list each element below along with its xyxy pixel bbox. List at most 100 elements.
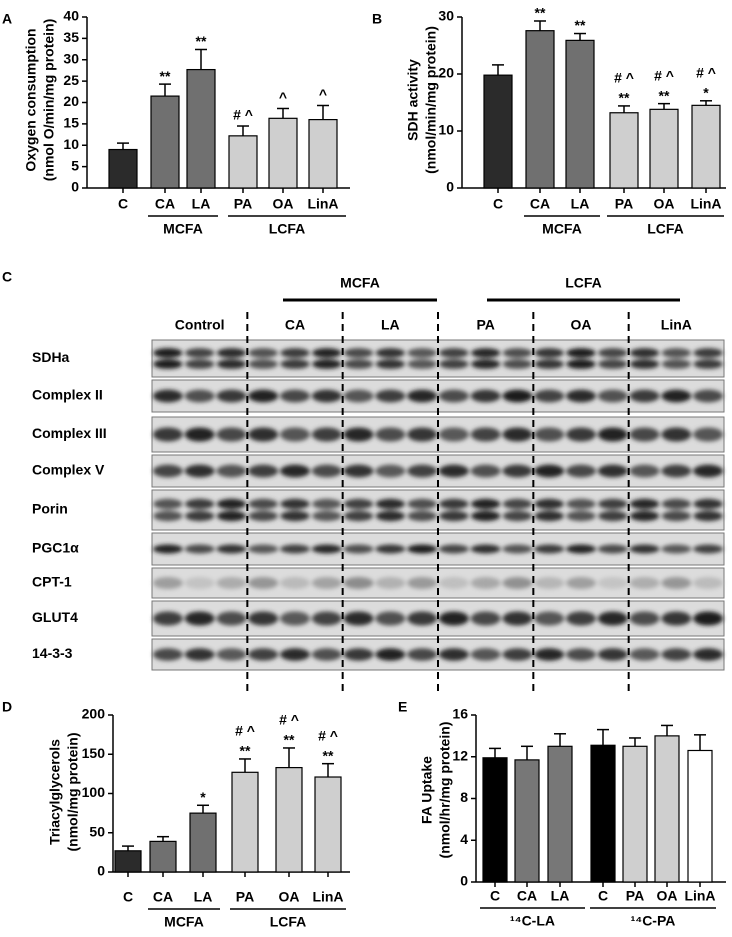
- blot-band: [534, 611, 565, 626]
- x-tick-label: LA: [551, 888, 570, 904]
- blot-band: [248, 359, 278, 369]
- x-tick-label: CA: [153, 889, 173, 905]
- blot-band: [280, 464, 310, 478]
- blot-band: [693, 359, 723, 369]
- bar: [649, 108, 679, 189]
- blot-bands: [153, 498, 723, 522]
- bar: [590, 744, 616, 883]
- blot-band: [471, 359, 501, 369]
- blot-band: [248, 427, 279, 442]
- blot-band: [566, 577, 596, 589]
- blot-band: [438, 577, 469, 589]
- blot-band: [470, 389, 501, 403]
- significance-label: **: [240, 743, 251, 759]
- blot-band: [216, 427, 247, 442]
- y-tick-label: 100: [82, 784, 106, 800]
- x-tick-label: C: [123, 889, 133, 905]
- significance-label: **: [160, 68, 171, 84]
- bar: [565, 39, 595, 189]
- blot-band: [629, 648, 660, 661]
- x-tick-label: C: [490, 888, 500, 904]
- blot-band: [407, 348, 437, 358]
- blot-band: [597, 427, 628, 442]
- significance-label: # ^: [235, 723, 255, 739]
- blot-band: [185, 498, 215, 510]
- blot-band: [534, 577, 565, 589]
- blot-strip: [151, 339, 725, 378]
- y-tick-label: 16: [452, 706, 468, 722]
- x-tick-label: C: [493, 196, 503, 212]
- y-axis-label: Triacylglycerols: [47, 739, 63, 845]
- bar: [514, 759, 540, 883]
- bar: [149, 840, 177, 873]
- blot-band: [502, 498, 533, 510]
- blot-band: [248, 577, 279, 589]
- blot-band: [311, 544, 342, 554]
- x-tick-label: PA: [615, 196, 633, 212]
- blot-band: [597, 577, 628, 589]
- blot-band: [153, 359, 183, 369]
- blot-band: [375, 348, 405, 358]
- blot-row-label: Complex V: [32, 462, 105, 478]
- blot-row-label: Complex III: [32, 425, 107, 441]
- group-label: MCFA: [163, 221, 203, 237]
- blot-band: [661, 498, 691, 510]
- y-axis-label: SDH activity: [405, 59, 421, 141]
- blot-band: [693, 544, 724, 554]
- blot-band: [375, 427, 406, 442]
- blot-band: [184, 389, 215, 403]
- blot-band: [693, 577, 724, 589]
- blot-band: [470, 464, 501, 478]
- blot-band: [153, 348, 183, 358]
- y-axis-label: (nmol/mg protein): [65, 733, 81, 852]
- y-tick-label: 0: [446, 179, 454, 195]
- significance-label: **: [323, 747, 334, 763]
- blot-band: [343, 348, 374, 358]
- bar: [189, 812, 217, 873]
- blot-bands: [152, 464, 724, 478]
- bar: [687, 749, 713, 883]
- blot-band: [343, 498, 374, 510]
- blot-band: [185, 359, 215, 369]
- bar: [150, 95, 180, 189]
- significance-label: # ^: [614, 70, 634, 86]
- y-axis-label: (nmol/hr/mg protein): [437, 722, 453, 859]
- blot-band: [152, 577, 183, 589]
- significance-label: # ^: [318, 727, 338, 743]
- bar: [186, 68, 216, 189]
- blot-band: [597, 648, 628, 661]
- blot-band: [184, 611, 215, 626]
- blot-band: [152, 427, 183, 442]
- blot-band: [629, 498, 660, 510]
- blot-band: [152, 611, 183, 626]
- bar: [691, 104, 721, 189]
- x-tick-label: LinA: [307, 196, 338, 212]
- blot-band: [184, 648, 215, 661]
- blot-band: [502, 348, 533, 358]
- blot-band: [439, 510, 469, 522]
- blot-band: [534, 544, 565, 554]
- blot-band: [375, 464, 406, 478]
- blot-band: [375, 359, 405, 369]
- blot-band: [152, 389, 183, 403]
- y-tick-label: 50: [89, 823, 105, 839]
- blot-bands: [152, 611, 724, 626]
- x-tick-label: PA: [234, 196, 252, 212]
- x-tick-label: C: [598, 888, 608, 904]
- blot-band: [343, 464, 374, 478]
- blot-band: [248, 544, 279, 554]
- blot-band: [280, 577, 310, 589]
- y-tick-label: 35: [63, 29, 79, 45]
- blot-band: [407, 427, 438, 442]
- x-tick-label: LA: [571, 196, 590, 212]
- group-label: ¹⁴C-PA: [631, 913, 676, 929]
- blot-row-label: PGC1α: [32, 540, 79, 556]
- blot-band: [216, 648, 247, 661]
- blot-band: [312, 348, 342, 358]
- blot-band: [343, 577, 374, 589]
- blot-band: [248, 498, 278, 510]
- group-label: LCFA: [270, 914, 307, 930]
- bar: [483, 74, 513, 189]
- blot-band: [566, 359, 596, 369]
- blot-column-label: LA: [381, 317, 400, 333]
